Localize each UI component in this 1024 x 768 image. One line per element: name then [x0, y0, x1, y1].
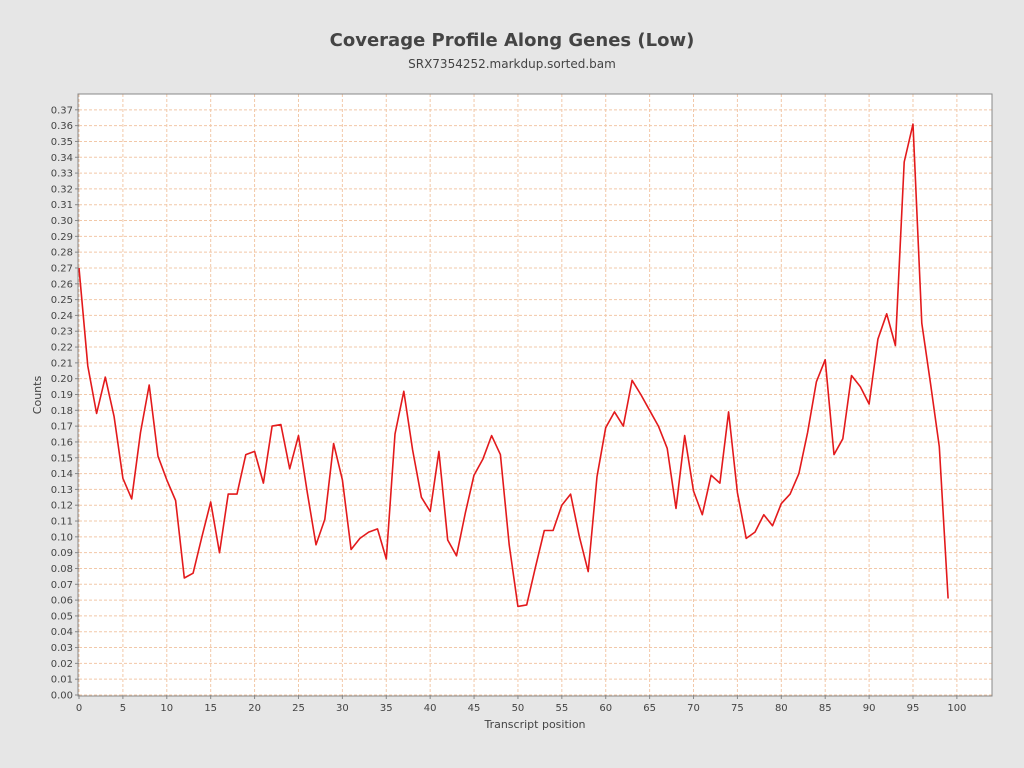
y-tick-label: 0.00	[51, 691, 73, 702]
y-tick-label: 0.02	[51, 659, 73, 670]
x-tick-label: 40	[424, 703, 437, 714]
y-tick-label: 0.05	[51, 611, 73, 622]
y-tick-label: 0.03	[51, 643, 73, 654]
y-tick-label: 0.29	[51, 232, 73, 243]
x-tick-label: 0	[76, 703, 82, 714]
y-tick-label: 0.20	[51, 374, 73, 385]
x-tick-label: 100	[947, 703, 966, 714]
y-tick-label: 0.27	[51, 263, 73, 274]
x-tick-label: 45	[468, 703, 481, 714]
x-tick-label: 10	[160, 703, 173, 714]
y-tick-label: 0.04	[51, 627, 73, 638]
x-tick-label: 5	[120, 703, 126, 714]
x-tick-label: 80	[775, 703, 788, 714]
y-tick-label: 0.35	[51, 137, 73, 148]
x-tick-label: 95	[907, 703, 920, 714]
chart-subtitle: SRX7354252.markdup.sorted.bam	[408, 57, 616, 71]
y-tick-label: 0.15	[51, 453, 73, 464]
x-tick-label: 50	[512, 703, 525, 714]
y-tick-label: 0.28	[51, 248, 73, 259]
x-tick-label: 15	[204, 703, 217, 714]
y-tick-label: 0.06	[51, 596, 73, 607]
y-axis-label: Counts	[31, 376, 44, 415]
y-tick-label: 0.08	[51, 564, 73, 575]
x-tick-label: 20	[248, 703, 261, 714]
x-tick-label: 30	[336, 703, 349, 714]
y-tick-label: 0.24	[51, 311, 73, 322]
x-tick-label: 25	[292, 703, 305, 714]
y-tick-label: 0.10	[51, 532, 73, 543]
x-tick-label: 55	[555, 703, 568, 714]
grid	[78, 94, 992, 696]
x-tick-label: 35	[380, 703, 393, 714]
x-tick-label: 70	[687, 703, 700, 714]
y-tick-label: 0.31	[51, 200, 73, 211]
y-tick-label: 0.34	[51, 153, 73, 164]
y-tick-label: 0.33	[51, 169, 73, 180]
y-tick-label: 0.11	[51, 517, 73, 528]
axis-ticks: 0.00 0.01 0.02 0.03 0.04 0.05 0.06 0.07 0.08 0.09…	[51, 105, 967, 714]
y-tick-label: 0.36	[51, 121, 73, 132]
y-tick-label: 0.12	[51, 501, 73, 512]
y-tick-label: 0.21	[51, 358, 73, 369]
y-tick-label: 0.25	[51, 295, 73, 306]
y-tick-label: 0.09	[51, 548, 73, 559]
y-tick-label: 0.07	[51, 580, 73, 591]
x-axis-label: Transcript position	[483, 718, 585, 731]
x-tick-label: 90	[863, 703, 876, 714]
series-layer	[78, 123, 949, 608]
y-tick-label: 0.23	[51, 327, 73, 338]
y-tick-label: 0.01	[51, 675, 73, 686]
y-tick-label: 0.19	[51, 390, 73, 401]
y-tick-label: 0.17	[51, 422, 73, 433]
y-tick-label: 0.14	[51, 469, 73, 480]
y-tick-label: 0.37	[51, 105, 73, 116]
y-tick-label: 0.32	[51, 184, 73, 195]
y-tick-label: 0.18	[51, 406, 73, 417]
y-tick-label: 0.30	[51, 216, 73, 227]
chart-title: Coverage Profile Along Genes (Low)	[329, 30, 695, 51]
x-tick-label: 85	[819, 703, 832, 714]
plot-border	[77, 93, 993, 697]
y-tick-label: 0.22	[51, 343, 73, 354]
y-tick-label: 0.13	[51, 485, 73, 496]
coverage-line	[78, 123, 949, 608]
x-tick-label: 60	[599, 703, 612, 714]
x-tick-label: 75	[731, 703, 744, 714]
y-tick-label: 0.26	[51, 279, 73, 290]
y-tick-label: 0.16	[51, 437, 73, 448]
x-tick-label: 65	[643, 703, 656, 714]
